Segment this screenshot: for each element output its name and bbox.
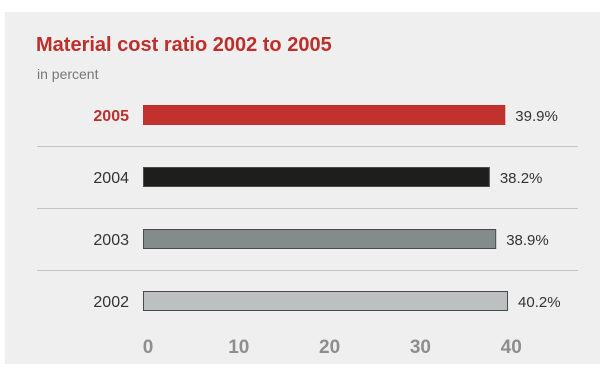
category-label-2005: 2005	[93, 108, 129, 125]
bar-2004	[143, 167, 490, 187]
value-label-2003: 38.9%	[506, 232, 549, 249]
category-label-2004: 2004	[93, 170, 129, 187]
x-tick-label-10: 10	[228, 337, 249, 358]
value-label-2002: 40.2%	[518, 294, 561, 311]
category-label-2003: 2003	[93, 232, 129, 249]
chart-subtitle: in percent	[37, 66, 99, 82]
bar-2005	[143, 105, 506, 125]
bar-2003	[143, 229, 497, 249]
x-tick-label-20: 20	[319, 337, 340, 358]
category-label-2002: 2002	[93, 294, 129, 311]
chart-title: Material cost ratio 2002 to 2005	[36, 34, 332, 56]
x-tick-label-40: 40	[501, 337, 522, 358]
value-label-2004: 38.2%	[500, 170, 543, 187]
value-label-2005: 39.9%	[515, 108, 558, 125]
x-tick-label-0: 0	[143, 337, 154, 358]
x-tick-label-30: 30	[410, 337, 431, 358]
bar-2002	[143, 291, 509, 311]
